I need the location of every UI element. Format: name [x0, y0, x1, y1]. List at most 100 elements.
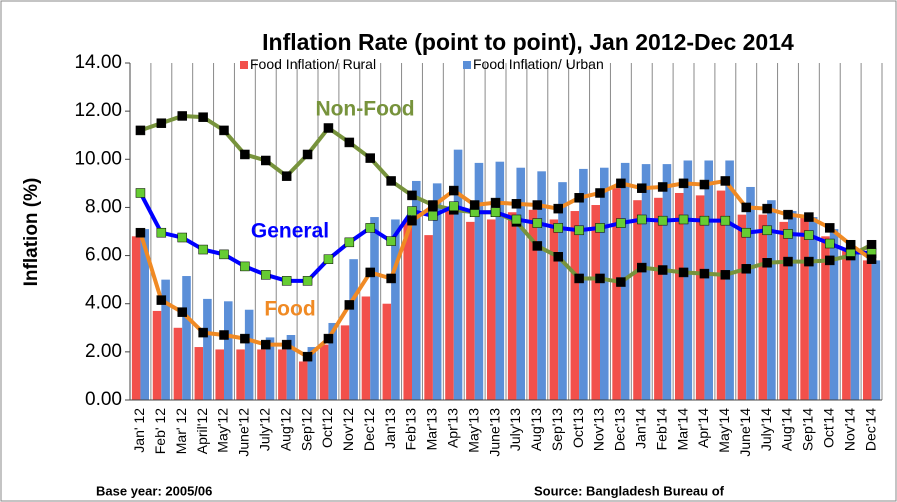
x-tick-label: June'12: [236, 408, 252, 457]
x-tick-label: Aug'12: [277, 408, 293, 451]
bar: [674, 192, 684, 400]
bar: [579, 168, 588, 400]
y-tick-label: 12.00: [74, 100, 122, 121]
line-marker: [532, 218, 543, 228]
y-tick-label: 0.00: [85, 389, 122, 410]
y-tick-label: 14.00: [74, 52, 122, 73]
bar: [641, 164, 651, 400]
bar: [850, 248, 860, 400]
line-marker: [469, 200, 480, 210]
line-marker: [574, 273, 584, 284]
x-tick-label: Dec'14: [862, 408, 878, 451]
line-marker: [783, 256, 793, 267]
bar: [349, 259, 358, 400]
bar: [528, 209, 538, 400]
line-marker: [156, 227, 167, 238]
line-marker: [281, 276, 292, 286]
line-marker: [804, 212, 814, 222]
line-marker: [365, 153, 375, 163]
line-marker: [490, 197, 501, 208]
line-marker: [845, 239, 856, 250]
bar: [570, 211, 580, 400]
line-marker: [595, 273, 605, 284]
bar: [424, 235, 433, 400]
line-marker: [532, 200, 543, 210]
line-label: General: [251, 220, 329, 243]
bar: [278, 349, 287, 400]
x-tick-label: Dec'13: [612, 408, 628, 451]
x-tick-label: Sep'13: [549, 408, 565, 451]
bar: [370, 217, 379, 400]
bar: [445, 207, 454, 400]
bar: [537, 171, 546, 400]
line-marker: [240, 149, 250, 160]
line-marker: [219, 330, 229, 340]
bar: [662, 164, 672, 400]
bar: [800, 217, 809, 400]
line-marker: [699, 215, 710, 226]
line-marker: [741, 227, 751, 238]
line-marker: [553, 223, 563, 233]
x-tick-label: April'12: [194, 408, 210, 454]
line-marker: [532, 241, 543, 251]
bar: [612, 188, 621, 400]
line-marker: [762, 225, 772, 236]
line-marker: [762, 203, 772, 214]
x-tick-label: Nov'13: [591, 408, 607, 451]
line-marker: [198, 112, 208, 122]
bar: [737, 214, 747, 400]
line-marker: [804, 230, 814, 240]
bar: [654, 197, 663, 400]
line-marker: [198, 327, 208, 338]
line-marker: [741, 202, 751, 213]
bar: [474, 162, 484, 400]
line-marker: [449, 185, 459, 196]
line-marker: [156, 118, 167, 128]
bar: [758, 214, 768, 400]
line-marker: [762, 258, 772, 268]
bar: [307, 347, 317, 400]
line-marker: [449, 201, 459, 211]
line-marker: [135, 227, 146, 238]
line-marker: [657, 182, 668, 192]
line-marker: [720, 270, 731, 280]
line-marker: [511, 214, 522, 225]
line-marker: [574, 193, 584, 203]
y-tick-label: 10.00: [74, 148, 122, 169]
line-marker: [490, 207, 501, 217]
line-marker: [595, 223, 605, 233]
x-tick-label: Apr'14: [695, 408, 711, 448]
line-marker: [783, 229, 793, 239]
bar: [862, 260, 872, 400]
x-tick-label: Sep'12: [298, 408, 314, 451]
y-axis-label: Inflation (%): [21, 178, 42, 287]
line-marker: [657, 265, 668, 275]
bar: [203, 298, 212, 400]
x-tick-label: Apr'13: [444, 408, 460, 448]
line-marker: [553, 252, 563, 262]
bar: [871, 260, 881, 400]
line-marker: [616, 218, 626, 228]
x-tick-label: July'12: [256, 408, 272, 451]
bar: [486, 219, 496, 400]
bar: [842, 250, 851, 400]
line-marker: [720, 176, 731, 186]
line-marker: [678, 214, 689, 225]
line-marker: [302, 351, 313, 362]
bar: [507, 212, 517, 400]
line-marker: [657, 215, 668, 226]
line-marker: [219, 125, 229, 136]
x-tick-label: Dec'12: [361, 408, 377, 451]
y-tick-label: 6.00: [85, 245, 122, 266]
x-tick-label: Nov'14: [841, 408, 857, 451]
line-marker: [261, 339, 271, 350]
line-marker: [177, 111, 187, 121]
bar: [328, 322, 338, 400]
line-marker: [407, 215, 417, 226]
bar: [432, 183, 442, 400]
line-marker: [699, 179, 710, 190]
x-tick-label: May'13: [465, 408, 481, 453]
line-marker: [804, 256, 814, 267]
bar: [131, 236, 141, 400]
bar: [633, 200, 642, 400]
